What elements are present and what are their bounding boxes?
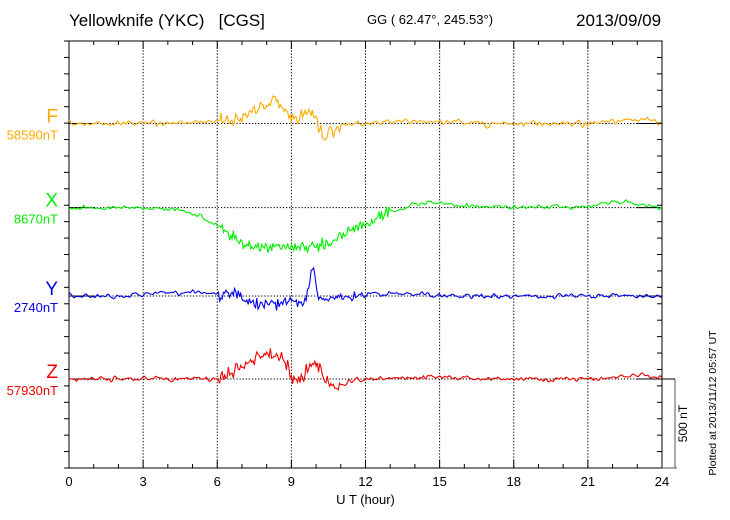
svg-text:500 nT: 500 nT: [676, 404, 690, 442]
svg-text:18: 18: [507, 474, 521, 489]
svg-text:2740nT: 2740nT: [14, 300, 58, 315]
svg-text:Yellowknife (YKC) [CGS]: Yellowknife (YKC) [CGS]: [69, 11, 265, 30]
svg-text:F: F: [46, 107, 58, 128]
svg-text:X: X: [45, 191, 58, 212]
svg-text:58590nT: 58590nT: [7, 128, 58, 143]
svg-text:21: 21: [581, 474, 595, 489]
svg-text:8670nT: 8670nT: [14, 212, 58, 227]
svg-text:24: 24: [655, 474, 669, 489]
svg-text:0: 0: [65, 474, 72, 489]
svg-text:Y: Y: [45, 279, 58, 300]
svg-text:12: 12: [358, 474, 372, 489]
svg-text:U T (hour): U T (hour): [336, 492, 395, 507]
svg-text:2013/09/09: 2013/09/09: [576, 11, 661, 30]
svg-text:9: 9: [288, 474, 295, 489]
svg-text:3: 3: [140, 474, 147, 489]
svg-text:6: 6: [214, 474, 221, 489]
svg-text:57930nT: 57930nT: [7, 383, 58, 398]
svg-text:Plotted at 2013/11/12 05:57 UT: Plotted at 2013/11/12 05:57 UT: [707, 330, 719, 476]
svg-text:Z: Z: [46, 362, 58, 383]
svg-text:GG ( 62.47°, 245.53°): GG ( 62.47°, 245.53°): [367, 12, 493, 27]
svg-text:15: 15: [432, 474, 446, 489]
